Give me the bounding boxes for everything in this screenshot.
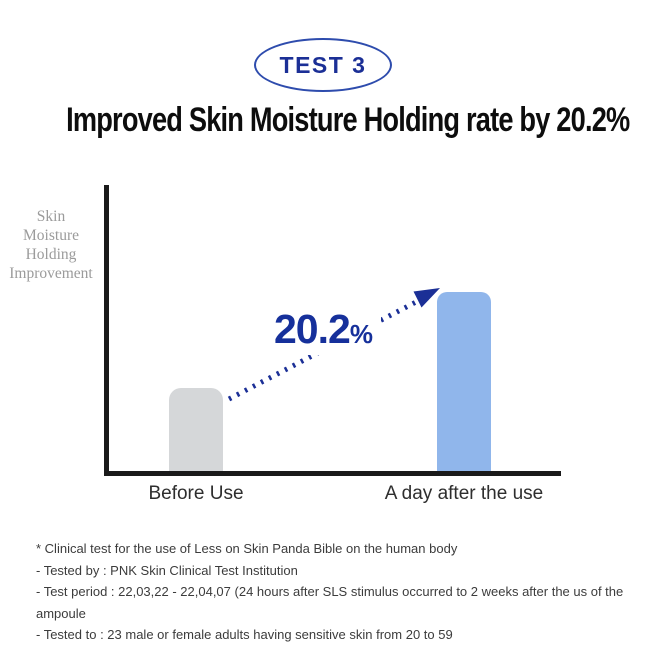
increase-arrow-icon [227, 288, 440, 402]
bar-before-use [169, 388, 223, 471]
increase-value: 20.2 [274, 306, 351, 352]
y-axis-line [104, 185, 109, 476]
increase-unit: % [349, 319, 373, 349]
test-number-badge-label: TEST 3 [279, 51, 367, 78]
y-axis-label: Skin Moisture Holding Improvement [9, 208, 93, 282]
footnote-line: - Tested to : 23 male or female adults h… [36, 627, 453, 642]
bar-chart: Skin Moisture Holding Improvement 20.2% … [0, 180, 661, 510]
footnote-line: - Test period : 22,03,22 - 22,04,07 (24 … [36, 584, 624, 621]
bar-after-use [437, 292, 491, 471]
footnote-line: - Tested by : PNK Skin Clinical Test Ins… [36, 562, 298, 578]
category-label-before-use: Before Use [148, 483, 244, 504]
increase-annotation: 20.2% [266, 304, 381, 355]
category-label-after-use: A day after the use [384, 483, 544, 504]
page-title: Improved Skin Moisture Holding rate by 2… [66, 101, 630, 139]
test-number-badge: TEST 3 [254, 38, 392, 92]
x-axis-line [104, 471, 561, 476]
footnote-line: * Clinical test for the use of Less on S… [36, 541, 458, 556]
footnotes: * Clinical test for the use of Less on S… [36, 538, 648, 646]
